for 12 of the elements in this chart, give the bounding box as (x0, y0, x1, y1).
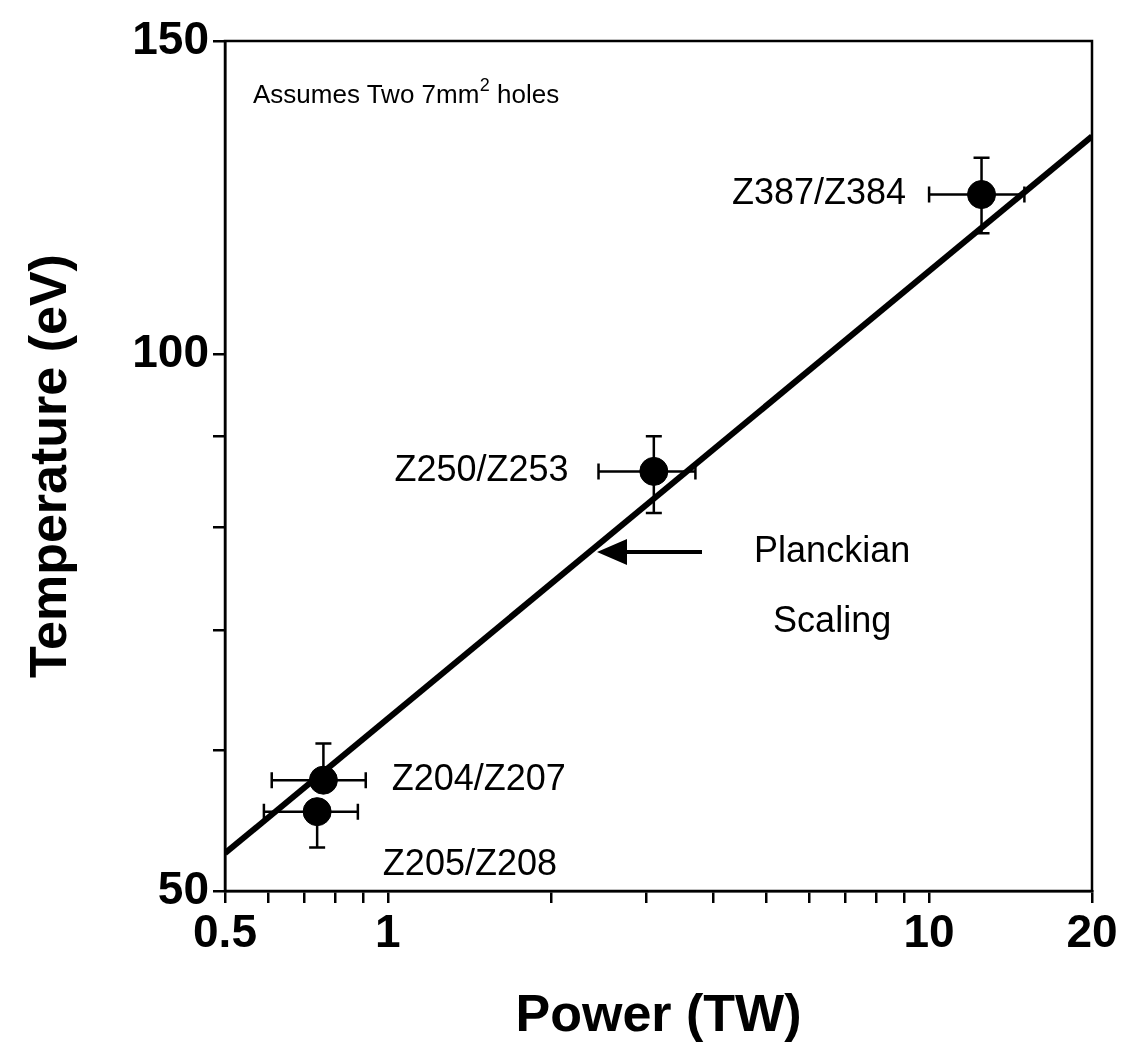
y-axis-title: Temperature (eV) (18, 254, 77, 678)
series-label: Z205/Z208 (382, 841, 557, 883)
x-tick-label: 1 (375, 905, 401, 958)
series-label: Z250/Z253 (394, 448, 569, 490)
x-tick-label: 20 (1066, 905, 1118, 958)
series-label: Z387/Z384 (731, 171, 907, 213)
x-tick-label: 10 (903, 905, 955, 958)
x-axis-title: Power (TW) (515, 984, 802, 1043)
y-tick-label: 100 (132, 325, 209, 378)
y-tick-label: 150 (132, 11, 209, 64)
annotation: Planckian Scaling (754, 529, 911, 641)
series-label: Z204/Z207 (391, 757, 566, 799)
